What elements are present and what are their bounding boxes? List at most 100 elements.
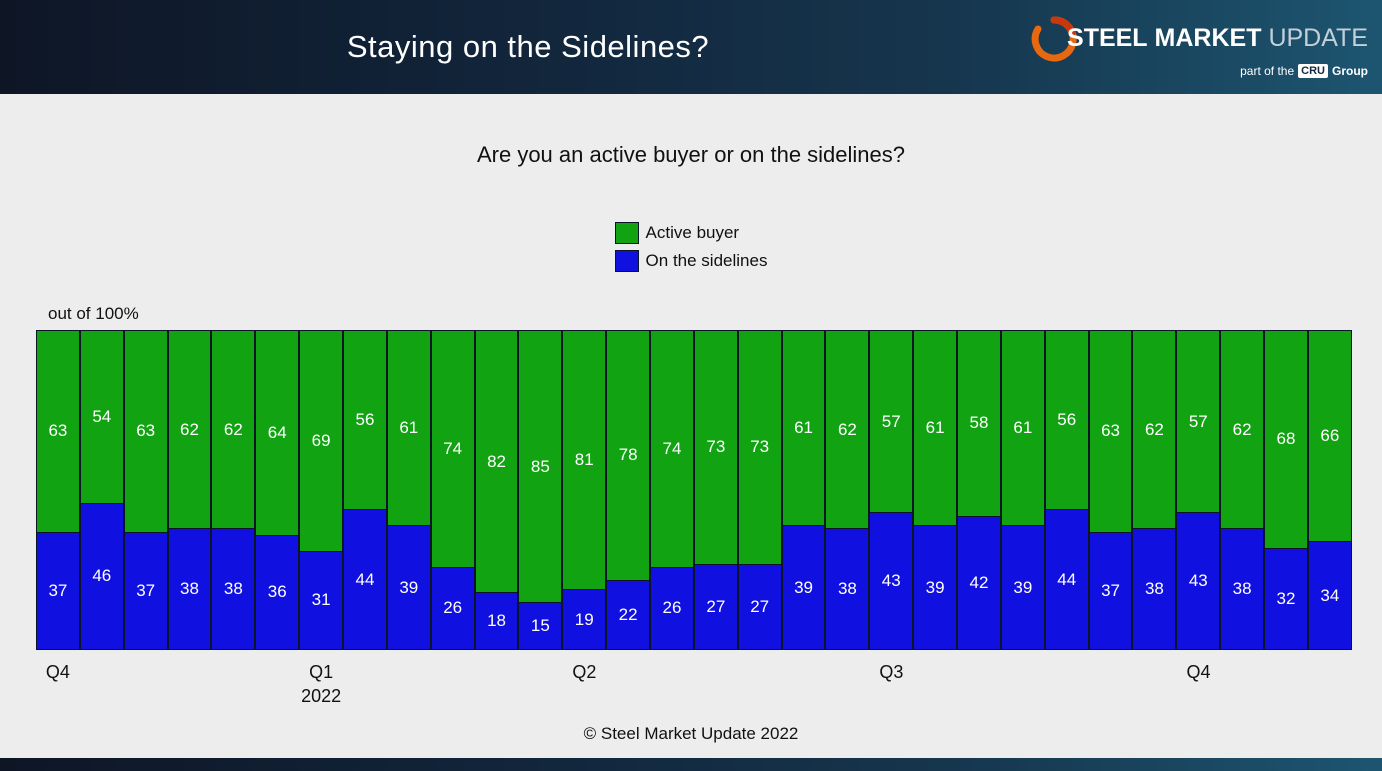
- sidelines-segment: 38: [211, 528, 256, 650]
- active-buyer-value-label: 62: [223, 419, 243, 439]
- logo-steel: STEEL: [1067, 24, 1148, 53]
- sidelines-segment: 39: [1000, 525, 1045, 650]
- active-buyer-segment: 73: [737, 330, 782, 564]
- active-buyer-value-label: 61: [794, 418, 813, 438]
- sidelines-value-label: 43: [1188, 571, 1208, 591]
- sidelines-segment: 19: [562, 589, 607, 650]
- legend-item: On the sidelines: [614, 250, 768, 272]
- chart-title: Are you an active buyer or on the sideli…: [476, 142, 906, 167]
- bar-column: 63 37: [36, 330, 80, 650]
- bar-column: 62 38: [825, 330, 870, 650]
- sidelines-segment: 18: [474, 592, 519, 650]
- x-axis-label-text: Q3: [879, 662, 904, 682]
- bar-column: 57 43: [869, 330, 914, 650]
- active-buyer-segment: 57: [1176, 330, 1221, 513]
- sidelines-segment: 44: [343, 509, 387, 650]
- active-buyer-value-label: 78: [618, 445, 638, 465]
- bottom-bar: [0, 758, 1382, 771]
- active-buyer-segment: 62: [1132, 330, 1177, 529]
- sidelines-value-label: 38: [1232, 579, 1252, 599]
- sidelines-segment: 34: [1307, 541, 1352, 650]
- active-buyer-segment: 74: [650, 330, 694, 567]
- page-title: Staying on the Sidelines?: [346, 29, 710, 64]
- smu-logo-wordmark: STEEL MARKET UPDATE: [1031, 16, 1368, 62]
- sidelines-value-label: 38: [1144, 579, 1164, 599]
- sidelines-value-label: 42: [969, 572, 989, 592]
- bar-column: 61 39: [1000, 330, 1045, 650]
- unit-label: out of 100%: [48, 304, 139, 323]
- sidelines-value-label: 38: [837, 579, 857, 599]
- active-buyer-segment: 57: [869, 330, 914, 513]
- sidelines-value-label: 38: [223, 579, 243, 599]
- active-buyer-segment: 73: [693, 330, 738, 564]
- active-buyer-value-label: 69: [311, 430, 331, 450]
- sidelines-segment: 43: [1176, 512, 1221, 650]
- x-axis-label-text: Q1: [309, 662, 334, 682]
- bar-column: 61 39: [781, 330, 826, 650]
- sidelines-segment: 37: [123, 531, 168, 650]
- logo-update: UPDATE: [1268, 24, 1368, 53]
- sidelines-value-label: 37: [1101, 580, 1121, 600]
- sidelines-value-label: 32: [1276, 588, 1296, 608]
- active-buyer-value-label: 64: [267, 422, 287, 442]
- active-buyer-value-label: 61: [399, 418, 419, 438]
- cru-badge: CRU: [1298, 63, 1328, 79]
- sidelines-segment: 38: [1220, 528, 1265, 650]
- active-buyer-segment: 68: [1264, 330, 1308, 548]
- bar-column: 64 36: [255, 330, 300, 650]
- sidelines-value-label: 15: [530, 616, 550, 635]
- sidelines-value-label: 39: [925, 577, 945, 597]
- active-buyer-value-label: 73: [706, 437, 726, 457]
- active-buyer-value-label: 68: [1276, 429, 1296, 449]
- active-buyer-value-label: 74: [662, 438, 682, 458]
- bar-column: 74 26: [650, 330, 694, 650]
- active-buyer-value-label: 56: [1057, 410, 1077, 430]
- active-buyer-segment: 61: [781, 330, 826, 526]
- sidelines-value-label: 18: [487, 611, 506, 631]
- bar-column: 73 27: [737, 330, 782, 650]
- x-axis-label: Q3: [879, 660, 903, 684]
- active-buyer-segment: 61: [1000, 330, 1045, 526]
- active-buyer-segment: 74: [430, 330, 475, 567]
- sidelines-value-label: 43: [881, 571, 901, 591]
- bar-column: 58 42: [957, 330, 1001, 650]
- bar-column: 63 37: [1088, 330, 1133, 650]
- bar-column: 62 38: [211, 330, 256, 650]
- stacked-bar-chart: 63 37 54 46 63 37 62 38 62 38 64 36 69 31 56 44 61 39 74 26…: [36, 330, 1352, 722]
- x-axis-label-text: Q4: [1186, 662, 1211, 682]
- active-buyer-value-label: 73: [750, 437, 770, 457]
- active-buyer-segment: 61: [913, 330, 958, 526]
- smu-logo: STEEL MARKET UPDATE part of the CRU Grou…: [1031, 16, 1368, 79]
- sidelines-segment: 43: [869, 512, 914, 650]
- bar-column: 63 37: [123, 330, 168, 650]
- x-axis-label: Q2: [572, 660, 596, 684]
- sidelines-value-label: 39: [399, 577, 419, 597]
- bar-column: 69 31: [299, 330, 344, 650]
- bar-column: 54 46: [79, 330, 124, 650]
- bars-area: 63 37 54 46 63 37 62 38 62 38 64 36 69 31 56 44 61 39 74 26…: [36, 330, 1352, 650]
- sidelines-value-label: 31: [311, 590, 331, 610]
- sidelines-segment: 27: [693, 563, 738, 650]
- bar-column: 62 38: [167, 330, 212, 650]
- bar-column: 62 38: [1220, 330, 1265, 650]
- sidelines-value-label: 27: [750, 596, 770, 616]
- x-axis-label: Q1 2022: [301, 660, 341, 709]
- active-buyer-segment: 85: [518, 330, 563, 602]
- bar-column: 74 26: [430, 330, 475, 650]
- sidelines-value-label: 22: [618, 604, 638, 624]
- bar-column: 61 39: [913, 330, 958, 650]
- sidelines-segment: 36: [255, 534, 300, 650]
- sidelines-segment: 22: [606, 579, 651, 650]
- sidelines-value-label: 19: [574, 609, 594, 629]
- active-buyer-value-label: 74: [443, 438, 463, 458]
- logo-swoosh-icon: [1031, 16, 1077, 62]
- x-axis: Q4 Q1 2022 Q2 Q3 Q4: [36, 660, 1352, 722]
- copyright-text: © Steel Market Update 2022: [583, 724, 799, 743]
- sidelines-value-label: 36: [267, 582, 287, 602]
- active-buyer-value-label: 81: [574, 450, 594, 470]
- active-buyer-value-label: 57: [1188, 411, 1208, 431]
- active-buyer-value-label: 62: [837, 419, 857, 439]
- sidelines-segment: 39: [913, 525, 958, 650]
- legend-label: On the sidelines: [645, 251, 768, 270]
- sidelines-value-label: 39: [794, 577, 813, 597]
